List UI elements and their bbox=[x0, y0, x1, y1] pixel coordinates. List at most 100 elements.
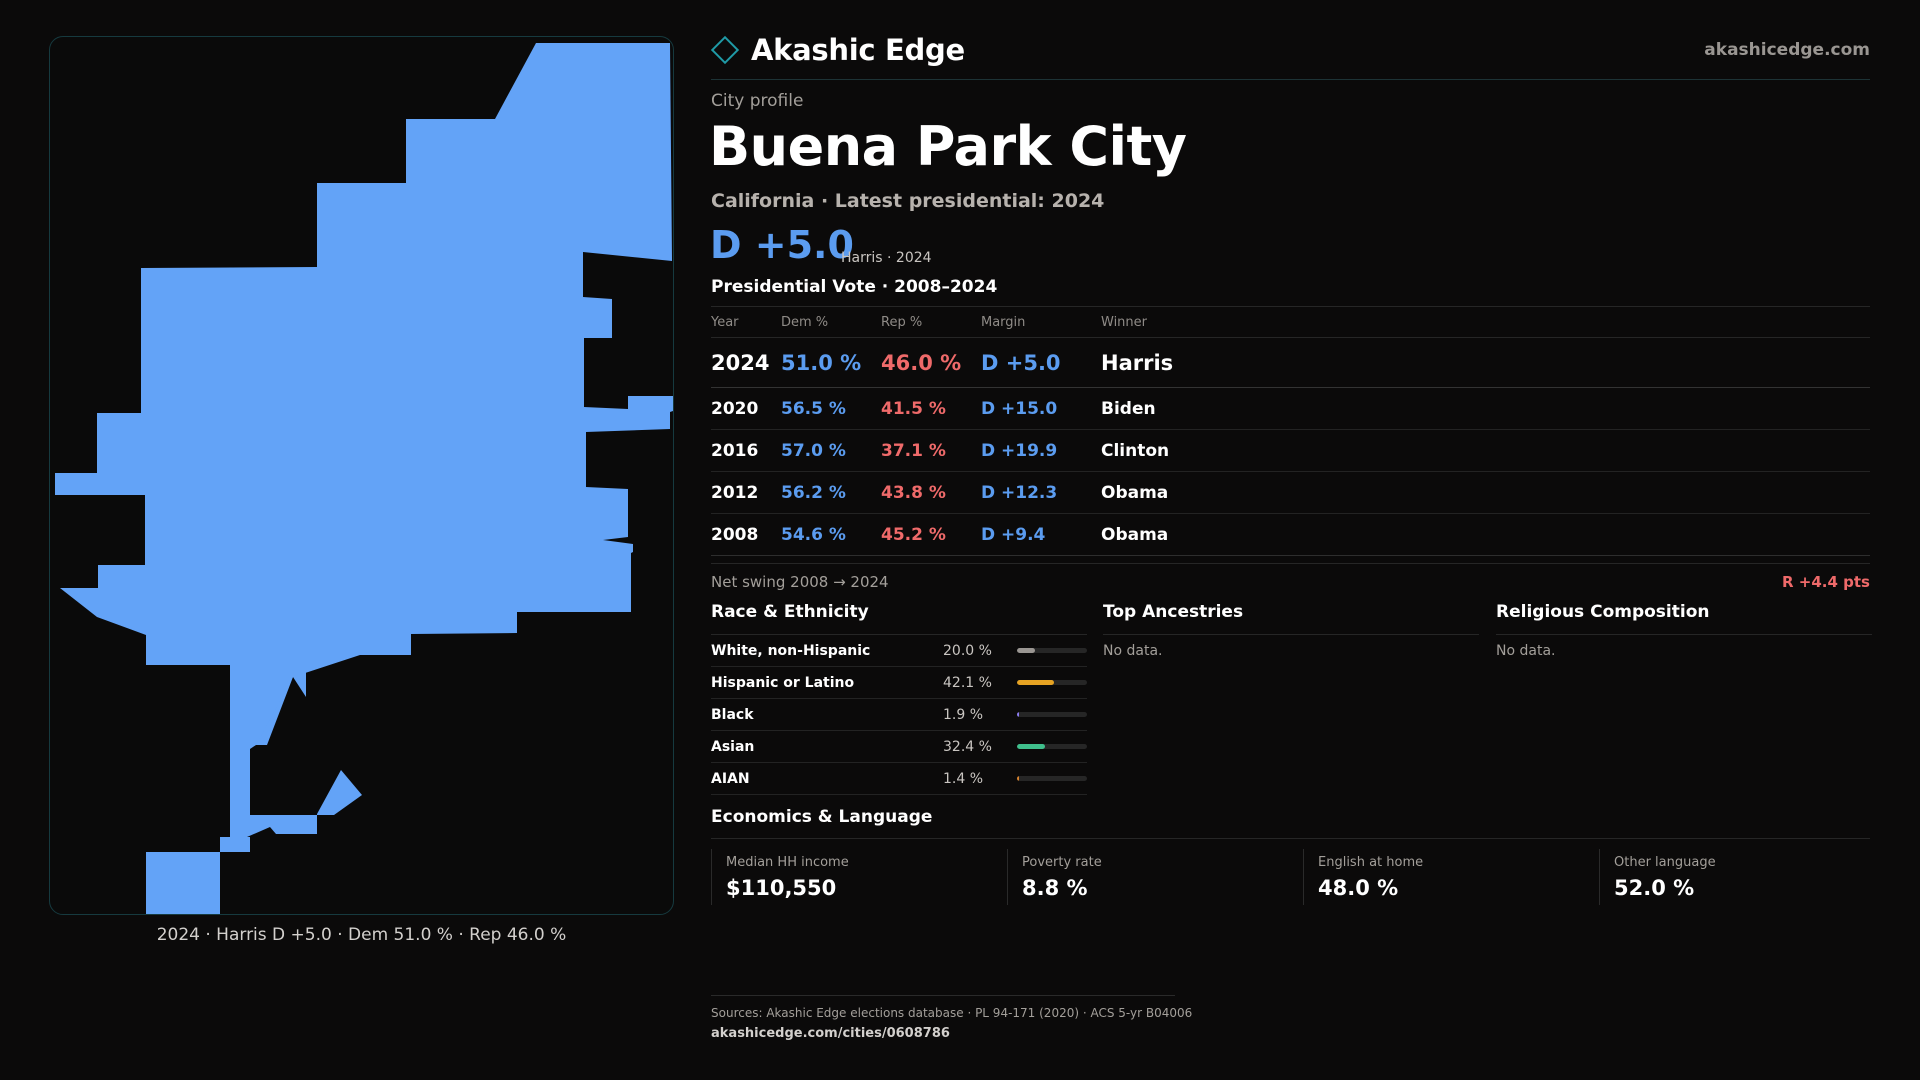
race-bar-fill bbox=[1017, 680, 1054, 685]
race-name: AIAN bbox=[711, 770, 750, 787]
race-bar bbox=[1017, 680, 1087, 685]
city-boundary-map bbox=[55, 43, 673, 914]
header-winner: Winner bbox=[1101, 314, 1148, 330]
cell-margin: D +9.4 bbox=[981, 524, 1046, 545]
econ-card-income: Median HH income $110,550 bbox=[711, 849, 1007, 905]
econ-label: Poverty rate bbox=[1022, 855, 1102, 870]
city-map-panel bbox=[49, 36, 674, 915]
brand[interactable]: Akashic Edge bbox=[710, 33, 965, 67]
cell-year: 2020 bbox=[711, 398, 759, 419]
econ-value: 52.0 % bbox=[1614, 876, 1695, 900]
cell-winner: Harris bbox=[1101, 350, 1174, 375]
ancestries-section: Top Ancestries No data. bbox=[1103, 602, 1479, 659]
race-name: Asian bbox=[711, 738, 755, 755]
table-row: 2020 56.5 % 41.5 % D +15.0 Biden bbox=[711, 388, 1870, 430]
cell-margin: D +5.0 bbox=[981, 350, 1061, 375]
table-row: 2012 56.2 % 43.8 % D +12.3 Obama bbox=[711, 472, 1870, 514]
city-boundary-shape bbox=[55, 43, 673, 745]
cell-dem: 56.2 % bbox=[781, 482, 846, 503]
race-name: Black bbox=[711, 706, 754, 723]
race-bar bbox=[1017, 648, 1087, 653]
race-ethnicity-section: Race & Ethnicity White, non-Hispanic 20.… bbox=[711, 602, 1087, 795]
econ-value: 8.8 % bbox=[1022, 876, 1088, 900]
cell-margin: D +15.0 bbox=[981, 398, 1058, 419]
econ-label: Other language bbox=[1614, 855, 1716, 870]
race-bar bbox=[1017, 744, 1087, 749]
race-bar bbox=[1017, 712, 1087, 717]
table-row: 2016 57.0 % 37.1 % D +19.9 Clinton bbox=[711, 430, 1870, 472]
presidential-table: Year Dem % Rep % Margin Winner 2024 51.0… bbox=[711, 306, 1870, 556]
page-eyebrow: City profile bbox=[711, 91, 804, 111]
race-pct: 1.4 % bbox=[943, 770, 984, 787]
econ-card-other-language: Other language 52.0 % bbox=[1599, 849, 1870, 905]
footer-url[interactable]: akashicedge.com/cities/0608786 bbox=[711, 1026, 950, 1041]
economics-title: Economics & Language bbox=[711, 807, 933, 827]
cell-rep: 43.8 % bbox=[881, 482, 946, 503]
race-bar-fill bbox=[1017, 648, 1035, 653]
cell-year: 2016 bbox=[711, 440, 759, 461]
race-pct: 42.1 % bbox=[943, 674, 992, 691]
race-name: Hispanic or Latino bbox=[711, 674, 855, 691]
race-row: Hispanic or Latino 42.1 % bbox=[711, 667, 1087, 699]
cell-dem: 54.6 % bbox=[781, 524, 846, 545]
cell-rep: 37.1 % bbox=[881, 440, 946, 461]
race-bar-fill bbox=[1017, 744, 1046, 749]
cell-margin: D +12.3 bbox=[981, 482, 1058, 503]
race-row: Asian 32.4 % bbox=[711, 731, 1087, 763]
cell-dem: 56.5 % bbox=[781, 398, 846, 419]
section-divider bbox=[711, 838, 1870, 839]
cell-dem: 57.0 % bbox=[781, 440, 846, 461]
ancestries-title: Top Ancestries bbox=[1103, 602, 1244, 622]
header-margin: Margin bbox=[981, 314, 1026, 330]
econ-card-english: English at home 48.0 % bbox=[1303, 849, 1599, 905]
race-bar bbox=[1017, 776, 1087, 781]
race-list: White, non-Hispanic 20.0 % Hispanic or L… bbox=[711, 635, 1087, 795]
section-divider bbox=[711, 634, 1087, 635]
table-divider bbox=[711, 563, 1870, 564]
cell-rep: 45.2 % bbox=[881, 524, 946, 545]
cell-year: 2024 bbox=[711, 350, 770, 375]
cell-margin: D +19.9 bbox=[981, 440, 1058, 461]
net-swing-label: Net swing 2008 → 2024 bbox=[711, 573, 889, 591]
cell-winner: Obama bbox=[1101, 482, 1169, 503]
header-dem: Dem % bbox=[781, 314, 829, 330]
econ-value: 48.0 % bbox=[1318, 876, 1399, 900]
headline-margin-note: Harris · 2024 bbox=[841, 250, 932, 266]
table-row: 2008 54.6 % 45.2 % D +9.4 Obama bbox=[711, 514, 1870, 556]
cell-winner: Biden bbox=[1101, 398, 1156, 419]
brand-name: Akashic Edge bbox=[751, 33, 965, 67]
ancestries-empty: No data. bbox=[1103, 643, 1163, 659]
presidential-title: Presidential Vote · 2008–2024 bbox=[711, 277, 998, 297]
table-row: 2024 51.0 % 46.0 % D +5.0 Harris bbox=[711, 338, 1870, 388]
headline-margin: D +5.0 bbox=[710, 223, 854, 267]
cell-winner: Obama bbox=[1101, 524, 1169, 545]
city-boundary-shape-south bbox=[146, 665, 362, 914]
econ-label: Median HH income bbox=[726, 855, 849, 870]
race-title: Race & Ethnicity bbox=[711, 602, 869, 622]
page-subtitle: California · Latest presidential: 2024 bbox=[711, 190, 1105, 212]
race-bar-fill bbox=[1017, 776, 1020, 781]
race-bar-fill bbox=[1017, 712, 1020, 717]
cell-dem: 51.0 % bbox=[781, 350, 862, 375]
net-swing-value: R +4.4 pts bbox=[1782, 573, 1870, 591]
map-caption: 2024 · Harris D +5.0 · Dem 51.0 % · Rep … bbox=[156, 925, 567, 945]
economics-cards: Median HH income $110,550 Poverty rate 8… bbox=[711, 849, 1870, 905]
footer-divider bbox=[711, 995, 1175, 996]
religion-section: Religious Composition No data. bbox=[1496, 602, 1872, 659]
religion-empty: No data. bbox=[1496, 643, 1556, 659]
race-row: AIAN 1.4 % bbox=[711, 763, 1087, 795]
cell-year: 2012 bbox=[711, 482, 759, 503]
race-pct: 32.4 % bbox=[943, 738, 992, 755]
cell-rep: 41.5 % bbox=[881, 398, 946, 419]
header-rep: Rep % bbox=[881, 314, 923, 330]
site-link[interactable]: akashicedge.com bbox=[1704, 40, 1870, 60]
race-pct: 20.0 % bbox=[943, 642, 992, 659]
race-pct: 1.9 % bbox=[943, 706, 984, 723]
header-year: Year bbox=[711, 314, 739, 330]
cell-rep: 46.0 % bbox=[881, 350, 962, 375]
econ-value: $110,550 bbox=[726, 876, 837, 900]
cell-winner: Clinton bbox=[1101, 440, 1170, 461]
header-divider bbox=[711, 79, 1870, 80]
sources-note: Sources: Akashic Edge elections database… bbox=[711, 1006, 1193, 1020]
race-row: Black 1.9 % bbox=[711, 699, 1087, 731]
